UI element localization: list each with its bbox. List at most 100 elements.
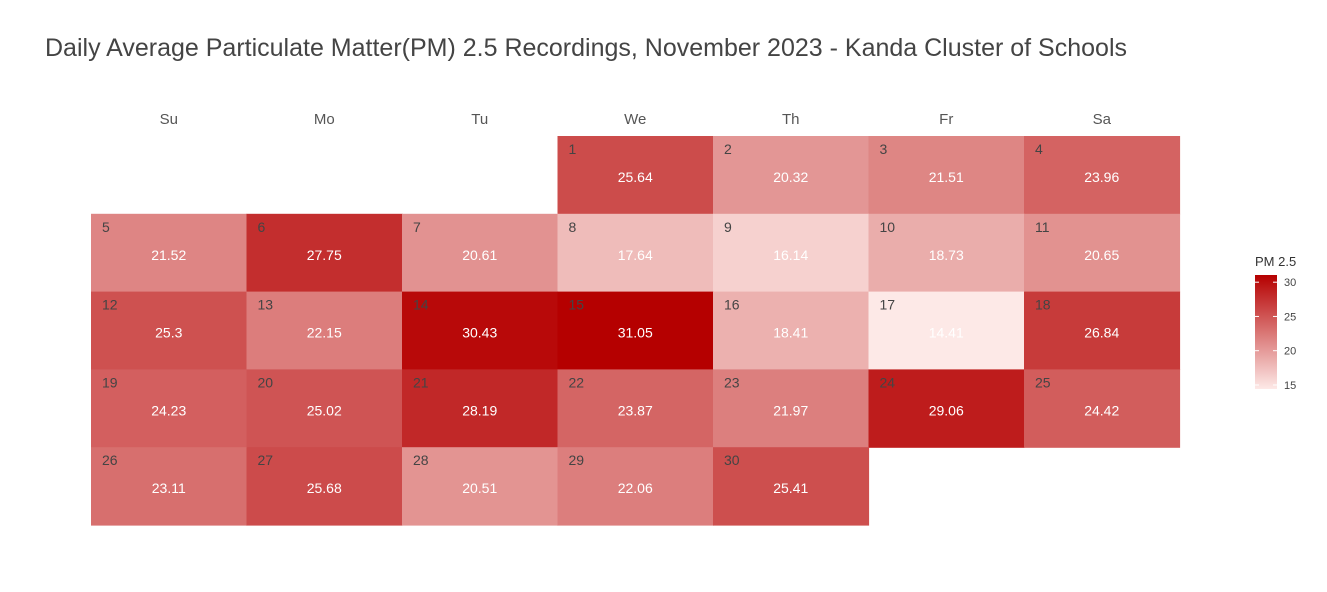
- day-cell: [91, 369, 248, 448]
- day-number: 27: [258, 452, 274, 468]
- day-value-label: 17.64: [618, 247, 653, 263]
- day-value-label: 25.68: [307, 480, 342, 496]
- day-cell: [402, 369, 559, 448]
- day-number: 15: [569, 297, 585, 313]
- day-value-label: 24.23: [151, 402, 186, 418]
- day-number: 24: [880, 374, 896, 390]
- day-cell: [1024, 291, 1181, 370]
- day-cell: [91, 291, 248, 370]
- weekday-label: Th: [782, 111, 800, 128]
- weekday-label: Sa: [1093, 111, 1112, 128]
- day-number: 28: [413, 452, 429, 468]
- day-value-label: 25.02: [307, 402, 342, 418]
- day-number: 8: [569, 219, 577, 235]
- legend-tick-label: 15: [1284, 380, 1296, 392]
- legend-tick-label: 30: [1284, 277, 1296, 289]
- day-cell: [713, 447, 870, 526]
- day-value-label: 31.05: [618, 325, 653, 341]
- day-value-label: 28.19: [462, 402, 497, 418]
- day-cell: [402, 213, 559, 293]
- day-number: 11: [1035, 219, 1050, 235]
- day-cell: [557, 136, 714, 215]
- day-number: 22: [569, 374, 585, 390]
- day-value-label: 25.64: [618, 169, 653, 185]
- day-cell: [713, 136, 870, 215]
- day-value-label: 18.73: [929, 247, 964, 263]
- weekday-label: Mo: [314, 111, 335, 128]
- day-value-label: 23.96: [1084, 169, 1119, 185]
- day-value-label: 20.32: [773, 169, 808, 185]
- day-cell: [868, 369, 1025, 448]
- day-cell: [402, 291, 559, 370]
- day-number: 2: [724, 141, 732, 157]
- chart-title: Daily Average Particulate Matter(PM) 2.5…: [45, 34, 1127, 62]
- day-cell: [713, 369, 870, 448]
- day-number: 14: [413, 297, 429, 313]
- weekday-label: Fr: [939, 111, 953, 128]
- day-cell: [557, 369, 714, 448]
- day-value-label: 29.06: [929, 402, 964, 418]
- day-cell: [868, 136, 1025, 215]
- day-cell: [557, 291, 714, 370]
- day-number: 4: [1035, 141, 1043, 157]
- day-value-label: 21.51: [929, 169, 964, 185]
- weekday-label: Tu: [471, 111, 488, 128]
- day-number: 1: [569, 141, 577, 157]
- day-value-label: 23.11: [152, 480, 186, 496]
- day-value-label: 21.97: [773, 402, 808, 418]
- day-number: 30: [724, 452, 740, 468]
- day-value-label: 18.41: [773, 325, 808, 341]
- legend-colorbar: 15 20 25 30: [1255, 275, 1296, 392]
- day-cell: [1024, 369, 1181, 448]
- day-number: 17: [880, 297, 896, 313]
- day-value-label: 16.14: [773, 247, 808, 263]
- day-number: 13: [258, 297, 274, 313]
- day-number: 26: [102, 452, 118, 468]
- legend-title: PM 2.5: [1255, 254, 1297, 269]
- day-cell: [91, 447, 248, 526]
- day-value-label: 20.51: [462, 480, 497, 496]
- day-cell: [1024, 136, 1181, 215]
- day-value-label: 23.87: [618, 402, 653, 418]
- day-cell: [246, 447, 403, 526]
- day-value-label: 20.61: [462, 247, 497, 263]
- day-value-label: 24.42: [1084, 402, 1119, 418]
- day-number: 29: [569, 452, 585, 468]
- day-cell: [402, 447, 559, 526]
- day-number: 10: [880, 219, 896, 235]
- day-number: 20: [258, 374, 274, 390]
- day-value-label: 25.3: [155, 325, 182, 341]
- day-cell: [557, 213, 714, 293]
- day-value-label: 20.65: [1084, 247, 1119, 263]
- day-number: 3: [880, 141, 888, 157]
- legend-tick-label: 20: [1284, 346, 1296, 358]
- day-value-label: 26.84: [1084, 325, 1119, 341]
- day-value-label: 27.75: [307, 247, 342, 263]
- day-number: 7: [413, 219, 421, 235]
- day-cell: [246, 213, 403, 293]
- weekday-label: Su: [160, 111, 178, 128]
- day-cell: [713, 291, 870, 370]
- legend-gradient: [1255, 275, 1277, 389]
- day-number: 12: [102, 297, 118, 313]
- day-value-label: 22.06: [618, 480, 653, 496]
- day-cell: [91, 213, 248, 293]
- day-number: 19: [102, 374, 118, 390]
- weekday-label: We: [624, 111, 646, 128]
- day-value-label: 21.52: [151, 247, 186, 263]
- day-number: 23: [724, 374, 740, 390]
- day-number: 18: [1035, 297, 1051, 313]
- day-cell: [1024, 213, 1181, 293]
- day-cell: [246, 291, 403, 370]
- day-number: 9: [724, 219, 732, 235]
- day-value-label: 25.41: [773, 480, 808, 496]
- legend-tick-label: 25: [1284, 311, 1296, 323]
- day-number: 16: [724, 297, 740, 313]
- day-value-label: 14.41: [929, 325, 964, 341]
- day-number: 5: [102, 219, 110, 235]
- day-value-label: 30.43: [462, 325, 497, 341]
- day-number: 6: [258, 219, 266, 235]
- day-cell: [868, 213, 1025, 293]
- day-cell: [557, 447, 714, 526]
